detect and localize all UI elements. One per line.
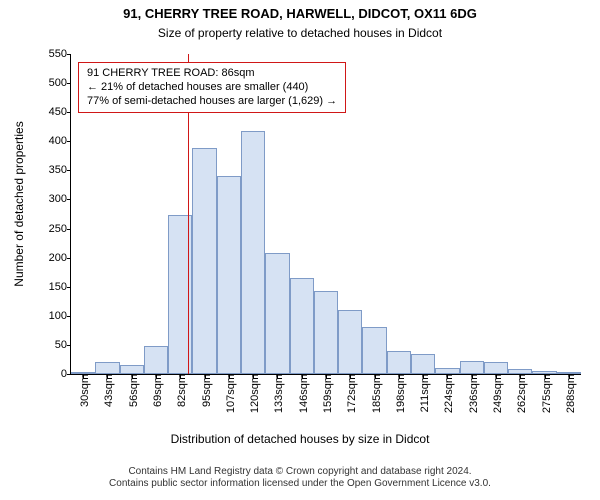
annotation-line: 91 CHERRY TREE ROAD: 86sqm <box>87 67 337 81</box>
y-tick-mark <box>67 316 71 317</box>
x-tick-label: 211sqm <box>415 374 431 412</box>
chart-footer: Contains HM Land Registry data © Crown c… <box>0 466 600 489</box>
y-axis-label: Number of detached properties <box>12 104 26 304</box>
x-tick-label: 236sqm <box>464 374 480 413</box>
histogram-bar <box>411 354 435 374</box>
x-tick-label: 107sqm <box>221 374 237 413</box>
histogram-bar <box>217 176 241 374</box>
x-tick-label: 185sqm <box>367 374 383 413</box>
y-tick-mark <box>67 170 71 171</box>
histogram-bar <box>241 131 265 374</box>
y-tick-mark <box>67 54 71 55</box>
x-tick-label: 224sqm <box>439 374 455 413</box>
y-tick-mark <box>67 287 71 288</box>
histogram-bar <box>460 361 484 374</box>
histogram-bar <box>387 351 411 374</box>
footer-line: Contains public sector information licen… <box>0 478 600 490</box>
y-tick-mark <box>67 112 71 113</box>
chart-title: 91, CHERRY TREE ROAD, HARWELL, DIDCOT, O… <box>0 6 600 21</box>
x-tick-label: 275sqm <box>537 374 553 413</box>
histogram-bar <box>338 310 362 374</box>
x-tick-label: 95sqm <box>197 374 213 407</box>
annotation-line: 77% of semi-detached houses are larger (… <box>87 95 337 109</box>
annotation-line: ← 21% of detached houses are smaller (44… <box>87 81 337 95</box>
y-tick-mark <box>67 374 71 375</box>
y-tick-mark <box>67 345 71 346</box>
y-tick-mark <box>67 141 71 142</box>
y-tick-mark <box>67 83 71 84</box>
x-tick-label: 198sqm <box>391 374 407 413</box>
x-tick-label: 69sqm <box>148 374 164 407</box>
histogram-bar <box>265 253 289 374</box>
x-tick-label: 30sqm <box>75 374 91 407</box>
histogram-bar <box>484 362 508 374</box>
y-tick-mark <box>67 258 71 259</box>
chart-subtitle: Size of property relative to detached ho… <box>0 26 600 40</box>
x-tick-label: 120sqm <box>245 374 261 413</box>
histogram-bar <box>144 346 168 374</box>
x-tick-label: 288sqm <box>561 374 577 413</box>
annotation-box: 91 CHERRY TREE ROAD: 86sqm← 21% of detac… <box>78 62 346 113</box>
x-axis-label: Distribution of detached houses by size … <box>0 432 600 446</box>
histogram-bar <box>362 327 386 374</box>
histogram-bar <box>95 362 119 374</box>
x-tick-label: 56sqm <box>124 374 140 407</box>
x-tick-label: 262sqm <box>512 374 528 413</box>
x-tick-label: 133sqm <box>269 374 285 413</box>
histogram-bar <box>120 365 144 374</box>
chart-container: { "chart": { "type": "histogram", "title… <box>0 0 600 500</box>
x-tick-label: 146sqm <box>294 374 310 413</box>
histogram-bar <box>192 148 216 374</box>
histogram-bar <box>290 278 314 374</box>
x-tick-label: 172sqm <box>342 374 358 413</box>
y-tick-mark <box>67 229 71 230</box>
histogram-bar <box>168 215 192 374</box>
y-tick-mark <box>67 199 71 200</box>
footer-line: Contains HM Land Registry data © Crown c… <box>0 466 600 478</box>
x-tick-label: 43sqm <box>99 374 115 407</box>
x-tick-label: 82sqm <box>172 374 188 407</box>
x-tick-label: 159sqm <box>318 374 334 413</box>
x-tick-label: 249sqm <box>488 374 504 413</box>
histogram-bar <box>314 291 338 374</box>
